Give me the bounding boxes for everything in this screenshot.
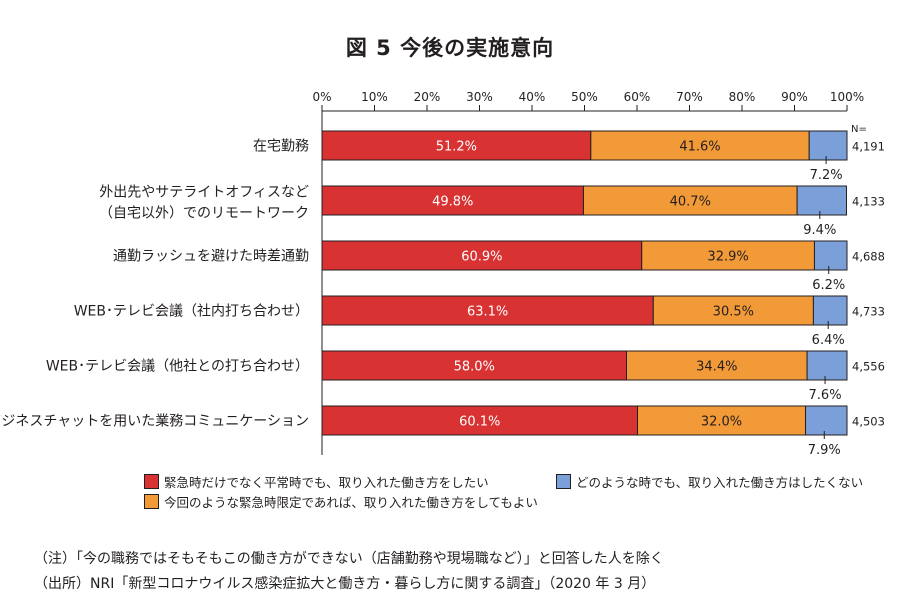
x-tick-label: 50% [571, 90, 598, 104]
legend-label: どのような時でも、取り入れた働き方はしたくない [576, 475, 864, 490]
bar-segment [321, 405, 639, 436]
n-value: 4,556 [852, 360, 885, 374]
footnote: （注）「今の職務ではそもそもこの働き方ができない（店舗勤務や現場職など）」と回答… [34, 551, 664, 567]
data-label: 6.2% [812, 278, 845, 293]
bar-segment [321, 295, 654, 326]
legend-label: 今回のような緊急時限定であれば、取り入れた働き方をしてもよい [164, 495, 538, 510]
bar-segment [808, 130, 848, 161]
x-tick-label: 40% [519, 90, 546, 104]
data-label: 40.7% [670, 195, 711, 210]
n-value: 4,733 [852, 305, 885, 319]
bar-segment [796, 185, 847, 216]
category-label: 外出先やサテライトオフィスなど [99, 185, 309, 201]
x-tick-label: 60% [624, 90, 651, 104]
data-label: 32.9% [707, 250, 748, 265]
x-tick-label: 70% [676, 90, 703, 104]
legend-label: 緊急時だけでなく平常時でも、取り入れた働き方をしたい [164, 475, 489, 490]
n-value: 4,503 [852, 415, 885, 429]
category-label: WEB･テレビ会議（社内打ち合わせ） [74, 303, 309, 320]
bar-segment [590, 130, 810, 161]
data-label: 49.8% [432, 195, 473, 210]
x-tick-label: 30% [466, 90, 493, 104]
data-label: 30.5% [713, 305, 754, 320]
data-label: 7.9% [808, 443, 841, 458]
legend-item-always: 緊急時だけでなく平常時でも、取り入れた働き方をしたい [144, 472, 489, 491]
data-label: 58.0% [454, 360, 495, 375]
bar-segment [806, 350, 848, 381]
x-tick-label: 0% [312, 90, 331, 104]
data-label: 51.2% [436, 140, 477, 155]
legend-swatch-red [144, 474, 159, 489]
category-label: ビジネスチャットを用いた業務コミュニケーション [0, 414, 309, 430]
n-value: 4,688 [852, 250, 885, 264]
x-tick-label: 20% [414, 90, 441, 104]
n-value: 4,191 [852, 140, 885, 154]
category-label: 通勤ラッシュを避けた時差通勤 [113, 249, 309, 265]
category-label: 在宅勤務 [253, 139, 309, 155]
bar-segment [641, 240, 815, 271]
data-label: 6.4% [812, 333, 845, 348]
n-header: N= [851, 124, 867, 135]
legend-swatch-blue [556, 474, 571, 489]
bar-segment [652, 295, 814, 326]
x-tick-label: 80% [729, 90, 756, 104]
data-label: 7.2% [810, 168, 843, 183]
category-label: WEB･テレビ会議（他社との打ち合わせ） [46, 358, 309, 375]
bar-segment [805, 405, 848, 436]
category-label: （自宅以外）でのリモートワーク [99, 206, 309, 222]
x-tick-label: 90% [781, 90, 808, 104]
n-value: 4,133 [852, 195, 885, 209]
chart-title: 図 5 今後の実施意向 [345, 36, 555, 60]
source-note: （出所）NRI「新型コロナウイルス感染症拡大と働き方・暮らし方に関する調査」（2… [34, 576, 656, 592]
data-label: 63.1% [467, 305, 508, 320]
data-label: 7.6% [809, 388, 842, 403]
bar-segment [637, 405, 807, 436]
legend-item-never: どのような時でも、取り入れた働き方はしたくない [556, 472, 863, 491]
data-label: 32.0% [701, 415, 742, 430]
x-tick-label: 100% [830, 90, 864, 104]
bar-segment [321, 350, 627, 381]
data-label: 34.4% [696, 360, 737, 375]
data-label: 9.4% [803, 223, 836, 238]
data-label: 60.9% [461, 250, 502, 265]
bar-segment [813, 240, 848, 271]
x-tick-label: 10% [361, 90, 388, 104]
data-label: 41.6% [679, 140, 720, 155]
bar-segment [321, 185, 584, 216]
data-label: 60.1% [459, 415, 500, 430]
bar-segment [626, 350, 808, 381]
bar-segment [812, 295, 848, 326]
legend-swatch-orange [144, 494, 159, 509]
bar-segment [321, 130, 592, 161]
legend-item-emergency-only: 今回のような緊急時限定であれば、取り入れた働き方をしてもよい [144, 492, 538, 511]
